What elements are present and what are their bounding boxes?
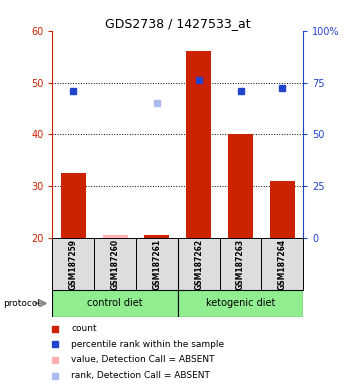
Text: ketogenic diet: ketogenic diet (206, 298, 275, 308)
Text: GSM187262: GSM187262 (194, 238, 203, 290)
Bar (178, 290, 303, 317)
Bar (52, 238, 94, 290)
Text: GSM187260: GSM187260 (110, 238, 119, 290)
Text: GSM187264: GSM187264 (278, 238, 287, 290)
Text: value, Detection Call = ABSENT: value, Detection Call = ABSENT (71, 355, 215, 364)
Bar (228, 134, 253, 238)
Bar (178, 238, 219, 290)
Bar (103, 235, 128, 238)
Bar (270, 181, 295, 238)
Text: GSM187259: GSM187259 (69, 238, 78, 290)
Text: GSM187261: GSM187261 (152, 238, 161, 290)
Bar (186, 51, 211, 238)
Text: rank, Detection Call = ABSENT: rank, Detection Call = ABSENT (71, 371, 210, 381)
Bar (261, 238, 303, 290)
Text: GSM187263: GSM187263 (236, 238, 245, 290)
Bar (52, 290, 178, 317)
Bar (219, 238, 261, 290)
Text: count: count (71, 324, 97, 333)
Text: protocol: protocol (4, 299, 40, 308)
Text: control diet: control diet (87, 298, 143, 308)
Bar (61, 173, 86, 238)
Bar (136, 238, 178, 290)
Title: GDS2738 / 1427533_at: GDS2738 / 1427533_at (105, 17, 251, 30)
Bar (144, 235, 169, 238)
Bar (94, 238, 136, 290)
Text: percentile rank within the sample: percentile rank within the sample (71, 340, 224, 349)
